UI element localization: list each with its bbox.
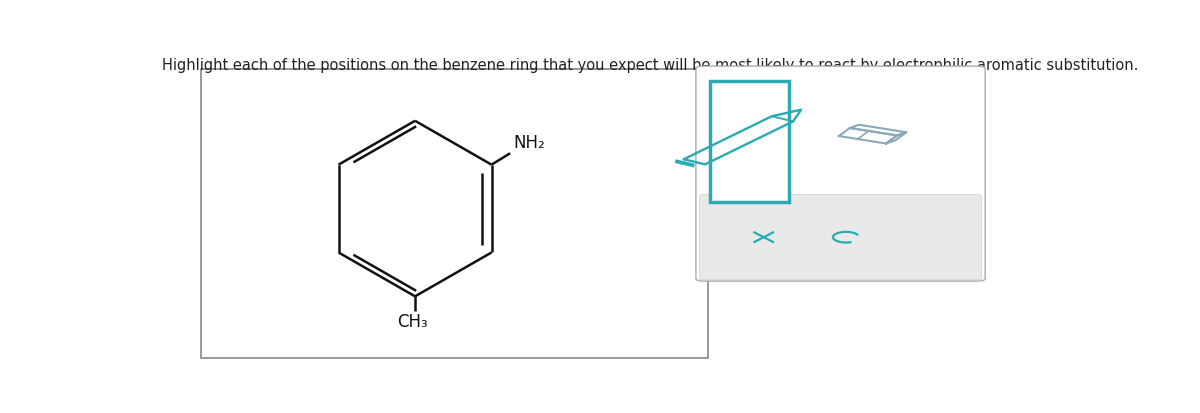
- FancyBboxPatch shape: [710, 81, 788, 202]
- Text: CH₃: CH₃: [397, 313, 427, 331]
- FancyBboxPatch shape: [202, 69, 708, 358]
- FancyBboxPatch shape: [696, 66, 985, 281]
- Text: Highlight each of the positions on the benzene ring that you expect will be most: Highlight each of the positions on the b…: [162, 57, 1139, 73]
- FancyBboxPatch shape: [700, 195, 982, 280]
- Text: NH₂: NH₂: [512, 134, 545, 152]
